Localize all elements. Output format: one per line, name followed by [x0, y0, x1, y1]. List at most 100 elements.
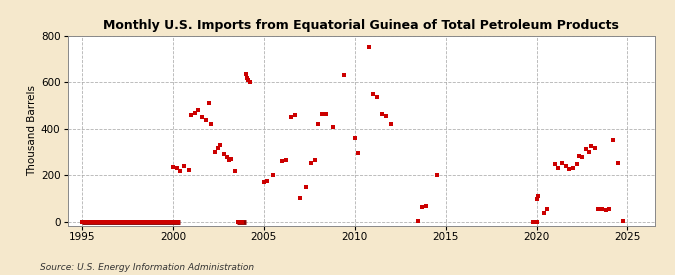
Point — [531, 220, 542, 224]
Point — [136, 220, 147, 224]
Point — [178, 164, 189, 168]
Point — [118, 220, 129, 224]
Point — [206, 122, 217, 127]
Point — [542, 207, 553, 211]
Point — [162, 220, 173, 224]
Point — [133, 220, 144, 224]
Point — [115, 220, 126, 224]
Point — [106, 220, 117, 224]
Point — [219, 152, 230, 157]
Point — [138, 220, 149, 224]
Point — [196, 115, 207, 119]
Point — [237, 220, 248, 224]
Point — [82, 220, 93, 224]
Point — [597, 207, 608, 211]
Point — [104, 220, 115, 224]
Point — [169, 220, 180, 224]
Point — [580, 147, 591, 152]
Point — [151, 220, 162, 224]
Point — [313, 122, 324, 127]
Point — [78, 220, 89, 224]
Point — [160, 220, 171, 224]
Title: Monthly U.S. Imports from Equatorial Guinea of Total Petroleum Products: Monthly U.S. Imports from Equatorial Gui… — [103, 19, 619, 32]
Point — [233, 220, 244, 224]
Point — [146, 220, 157, 224]
Point — [262, 179, 273, 183]
Point — [153, 220, 164, 224]
Point — [186, 113, 196, 117]
Point — [528, 220, 539, 224]
Point — [574, 153, 585, 158]
Point — [107, 220, 118, 224]
Point — [101, 220, 111, 224]
Point — [560, 164, 571, 168]
Point — [290, 113, 300, 117]
Point — [166, 220, 177, 224]
Point — [533, 194, 544, 199]
Point — [222, 155, 233, 159]
Point — [167, 165, 178, 169]
Point — [144, 220, 155, 224]
Point — [327, 124, 338, 129]
Point — [549, 162, 560, 166]
Point — [350, 136, 360, 141]
Point — [171, 166, 182, 170]
Point — [204, 101, 215, 106]
Point — [267, 173, 278, 178]
Point — [171, 220, 182, 224]
Point — [117, 220, 128, 224]
Point — [586, 144, 597, 148]
Point — [280, 158, 291, 163]
Point — [300, 185, 311, 189]
Point — [149, 220, 160, 224]
Point — [86, 220, 97, 224]
Point — [240, 72, 251, 76]
Point — [604, 207, 615, 211]
Point — [111, 220, 122, 224]
Point — [235, 220, 246, 224]
Point — [128, 220, 138, 224]
Point — [91, 220, 102, 224]
Point — [84, 220, 95, 224]
Point — [130, 220, 140, 224]
Point — [317, 112, 327, 116]
Point — [557, 160, 568, 165]
Point — [571, 162, 582, 166]
Point — [175, 169, 186, 173]
Point — [539, 210, 549, 215]
Point — [306, 160, 317, 165]
Point — [155, 220, 165, 224]
Point — [200, 117, 211, 122]
Point — [120, 220, 131, 224]
Point — [77, 220, 88, 224]
Point — [88, 220, 99, 224]
Point — [385, 122, 396, 127]
Point — [295, 195, 306, 200]
Point — [608, 138, 618, 142]
Point — [148, 220, 159, 224]
Point — [421, 204, 431, 208]
Point — [553, 166, 564, 170]
Point — [320, 112, 331, 116]
Point — [140, 220, 151, 224]
Point — [167, 220, 178, 224]
Point — [113, 220, 124, 224]
Point — [135, 220, 146, 224]
Point — [209, 150, 220, 154]
Point — [259, 180, 269, 185]
Point — [241, 75, 252, 80]
Point — [564, 167, 574, 172]
Point — [589, 146, 600, 150]
Point — [184, 168, 194, 172]
Point — [584, 150, 595, 154]
Point — [576, 155, 587, 160]
Point — [353, 151, 364, 156]
Point — [416, 205, 427, 209]
Y-axis label: Thousand Barrels: Thousand Barrels — [27, 85, 36, 176]
Point — [532, 197, 543, 201]
Point — [131, 220, 142, 224]
Point — [613, 161, 624, 166]
Point — [245, 80, 256, 84]
Point — [89, 220, 100, 224]
Point — [109, 220, 120, 224]
